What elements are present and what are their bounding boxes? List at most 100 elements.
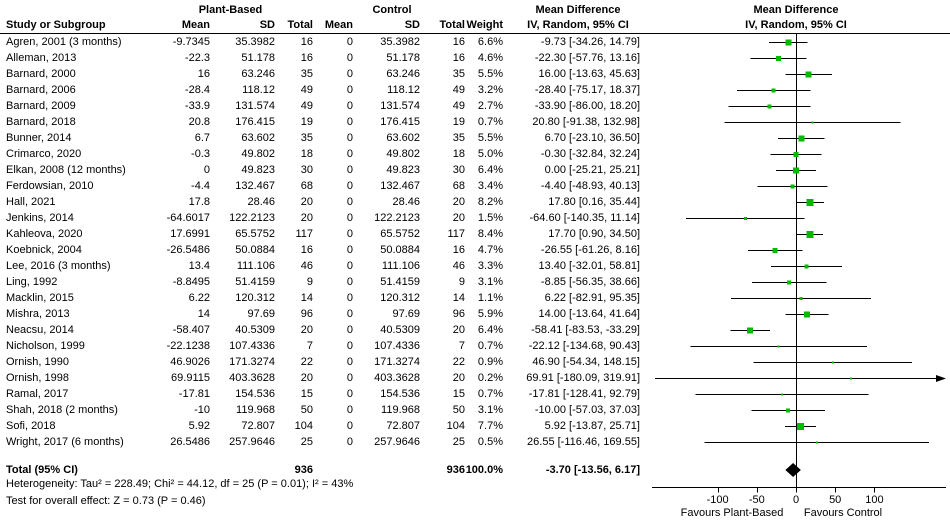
cell-n1: 35: [300, 68, 313, 80]
table-row: Ramal, 2017 -17.81 154.536 15 0 154.536 15 0.7%…: [0, 386, 650, 402]
table-row: Barnard, 2006 -28.4 118.12 49 0 118.12 49 3.2% -…: [0, 82, 650, 98]
point-estimate-marker: [776, 56, 782, 61]
plot-column-title: Mean Difference: [753, 4, 839, 16]
cell-mean2: 0: [346, 100, 353, 112]
cell-mean1: -33.9: [184, 100, 210, 112]
cell-sd2: 403.3628: [374, 372, 420, 384]
cell-name: Neacsu, 2014: [6, 324, 74, 336]
cell-n1: 50: [300, 404, 313, 416]
cell-n2: 18: [452, 148, 465, 160]
cell-sd2: 154.536: [380, 388, 420, 400]
table-row: Ornish, 1998 69.9115 403.3628 20 0 403.3628 20…: [0, 370, 650, 386]
cell-mean1: 16: [197, 68, 210, 80]
table-row: Jenkins, 2014 -64.6017 122.2123 20 0 122.2123…: [0, 210, 650, 226]
cell-ci_text: 13.40 [-32.01, 58.81]: [538, 260, 640, 272]
cell-sd1: 176.415: [235, 116, 275, 128]
cell-sd1: 132.467: [235, 180, 275, 192]
axis-tick-label: 50: [829, 494, 841, 506]
cell-mean2: 0: [346, 420, 353, 432]
cell-n2: 20: [452, 324, 465, 336]
cell-n1: 14: [300, 292, 313, 304]
cell-sd1: 257.9646: [229, 436, 275, 448]
cell-name: Ramal, 2017: [6, 388, 69, 400]
cell-n2: 117: [447, 228, 465, 240]
cell-sd1: 131.574: [235, 100, 275, 112]
cell-name: Barnard, 2000: [6, 68, 76, 80]
cell-weight: 5.5%: [477, 132, 503, 144]
cell-weight: 8.4%: [477, 228, 503, 240]
cell-mean2: 0: [346, 308, 353, 320]
cell-mean1: -17.81: [178, 388, 210, 400]
cell-n2: 16: [452, 36, 465, 48]
cell-mean1: 20.8: [188, 116, 210, 128]
cell-weight: 5.5%: [477, 68, 503, 80]
cell-mean1: -22.3: [184, 52, 210, 64]
point-estimate-marker: [785, 39, 792, 46]
point-estimate-marker: [793, 152, 799, 157]
table-row: Ornish, 1990 46.9026 171.3274 22 0 171.3274 22…: [0, 354, 650, 370]
cell-mean1: -28.4: [184, 84, 210, 96]
cell-sd2: 50.0884: [380, 244, 420, 256]
cell-n2: 46: [452, 260, 465, 272]
cell-ci_text: 6.22 [-82.91, 95.35]: [544, 292, 640, 304]
cell-n2: 20: [452, 372, 465, 384]
cell-mean2: 0: [346, 356, 353, 368]
cell-n1: 18: [300, 148, 313, 160]
cell-mean1: -4.4: [191, 180, 210, 192]
cell-sd2: 119.968: [381, 404, 420, 416]
cell-ci_text: -0.30 [-32.84, 32.24]: [540, 148, 640, 160]
cell-ci_text: -26.55 [-61.26, 8.16]: [540, 244, 640, 256]
cell-n2: 49: [452, 100, 465, 112]
cell-n1: 49: [300, 84, 313, 96]
cell-weight: 3.1%: [477, 276, 503, 288]
point-estimate-marker: [787, 280, 792, 285]
cell-sd2: 49.802: [386, 148, 420, 160]
table-row: Barnard, 2009 -33.9 131.574 49 0 131.574 49 2.7…: [0, 98, 650, 114]
column-header-effect-sub: IV, Random, 95% CI: [527, 19, 629, 31]
table-row: Neacsu, 2014 -58.407 40.5309 20 0 40.5309 20 6.…: [0, 322, 650, 338]
cell-n2: 7: [458, 340, 465, 352]
cell-mean1: 17.6991: [170, 228, 210, 240]
cell-mean1: 17.8: [188, 196, 210, 208]
cell-n2: 16: [452, 52, 465, 64]
cell-sd2: 49.823: [386, 164, 420, 176]
axis-tick-label: 0: [793, 494, 799, 506]
cell-mean2: 0: [346, 116, 353, 128]
cell-weight: 0.5%: [477, 436, 503, 448]
cell-mean1: -26.5486: [166, 244, 210, 256]
column-header-pb-sd: SD: [259, 19, 275, 31]
column-header-c-sd: SD: [404, 19, 420, 31]
cell-sd2: 257.9646: [374, 436, 420, 448]
overall-effect-test: Test for overall effect: Z = 0.73 (P = 0…: [6, 495, 206, 507]
table-row: Macklin, 2015 6.22 120.312 14 0 120.312 14 1.1%…: [0, 290, 650, 306]
table-row: Mishra, 2013 14 97.69 96 0 97.69 96 5.9% 14.00 […: [0, 306, 650, 322]
cell-sd2: 97.69: [392, 308, 420, 320]
cell-sd1: 51.178: [241, 52, 275, 64]
cell-n1: 35: [300, 132, 313, 144]
cell-n2: 49: [452, 84, 465, 96]
cell-mean2: 0: [346, 292, 353, 304]
cell-n1: 20: [300, 212, 313, 224]
cell-sd1: 49.823: [241, 164, 275, 176]
cell-weight: 0.7%: [477, 116, 503, 128]
cell-n1: 49: [300, 100, 313, 112]
cell-sd1: 49.802: [241, 148, 275, 160]
point-estimate-marker: [747, 327, 754, 334]
cell-name: Sofi, 2018: [6, 420, 56, 432]
table-row: Alleman, 2013 -22.3 51.178 16 0 51.178 16 4.6% -…: [0, 50, 650, 66]
column-header-c-mean: Mean: [324, 19, 353, 31]
point-estimate-marker: [790, 184, 795, 189]
point-estimate-marker: [831, 361, 834, 364]
cell-ci_text: 0.00 [-25.21, 25.21]: [544, 164, 640, 176]
column-header-pb-total: Total: [287, 19, 313, 31]
cell-mean2: 0: [346, 276, 353, 288]
cell-n2: 9: [458, 276, 465, 288]
table-row: Ferdowsian, 2010 -4.4 132.467 68 0 132.467 68 3…: [0, 178, 650, 194]
cell-mean2: 0: [346, 52, 353, 64]
cell-sd2: 176.415: [380, 116, 420, 128]
cell-mean1: 6.7: [194, 132, 210, 144]
cell-mean1: 69.9115: [171, 372, 210, 384]
table-row: Lee, 2016 (3 months) 13.4 111.106 46 0 111.10…: [0, 258, 650, 274]
cell-ci_text: -58.41 [-83.53, -33.29]: [531, 324, 640, 336]
